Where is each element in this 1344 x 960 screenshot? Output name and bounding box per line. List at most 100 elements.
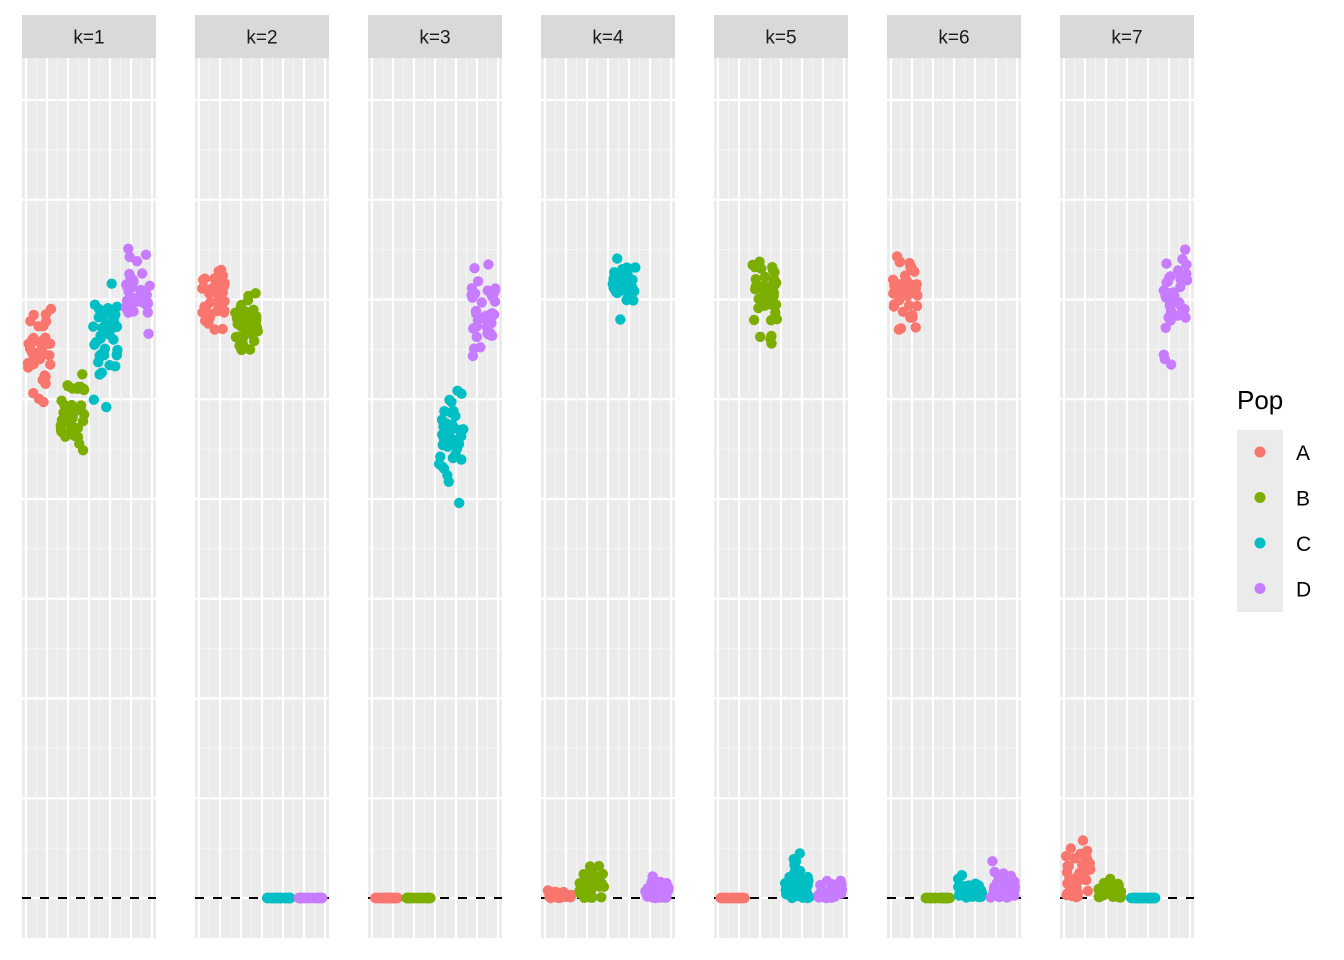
data-point: [72, 422, 83, 434]
data-point: [62, 381, 74, 392]
data-point: [33, 321, 44, 332]
data-point: [444, 394, 455, 406]
legend-label: C: [1296, 533, 1311, 556]
data-point: [1082, 885, 1094, 897]
legend-key: [1254, 446, 1266, 458]
data-point: [801, 873, 812, 885]
data-point: [88, 394, 100, 405]
data-point: [40, 309, 52, 320]
data-point: [422, 892, 433, 904]
data-point: [441, 418, 452, 429]
data-point: [1085, 864, 1096, 875]
data-point: [959, 890, 970, 902]
data-point: [99, 349, 110, 361]
facet-label: k=2: [246, 28, 277, 49]
data-point: [973, 880, 984, 891]
data-point: [144, 280, 155, 291]
data-point: [456, 388, 467, 399]
data-point: [789, 859, 800, 871]
data-point: [906, 287, 917, 298]
data-point: [143, 328, 154, 339]
data-point: [905, 312, 916, 323]
data-point: [440, 427, 451, 438]
legend-title: Pop: [1237, 385, 1283, 415]
data-point: [1009, 881, 1021, 893]
data-point: [88, 321, 99, 332]
data-point: [583, 874, 594, 885]
data-point: [888, 301, 900, 312]
data-point: [771, 314, 783, 325]
data-point: [26, 334, 38, 346]
data-point: [750, 284, 761, 295]
data-point: [1162, 276, 1174, 287]
data-point: [213, 266, 224, 277]
data-point: [819, 888, 830, 900]
data-point: [25, 315, 36, 327]
data-point: [262, 892, 273, 904]
data-point: [211, 305, 223, 317]
data-point: [471, 331, 482, 343]
data-point: [755, 331, 766, 342]
data-point: [897, 306, 909, 317]
data-point: [770, 299, 782, 310]
data-point: [124, 251, 135, 263]
data-point: [768, 277, 779, 289]
data-point: [450, 410, 461, 422]
data-point: [1069, 878, 1081, 889]
data-point: [111, 321, 123, 332]
data-point: [1175, 281, 1186, 293]
data-point: [749, 262, 761, 273]
data-point: [454, 497, 465, 509]
data-point: [1181, 259, 1192, 270]
data-point: [1161, 258, 1172, 269]
data-point: [956, 870, 968, 881]
facet-label: k=3: [419, 28, 450, 49]
data-point: [621, 294, 632, 306]
facet-label: k=6: [938, 28, 969, 49]
facet-label: k=7: [1111, 28, 1142, 49]
data-point: [310, 892, 322, 904]
data-point: [140, 299, 151, 310]
data-point: [104, 360, 115, 371]
data-point: [615, 314, 626, 325]
data-point: [911, 279, 922, 290]
data-point: [472, 276, 484, 287]
data-point: [759, 271, 771, 283]
data-point: [39, 370, 50, 381]
facet-label: k=1: [73, 28, 104, 49]
strip-background: [22, 15, 156, 58]
data-point: [1077, 835, 1089, 846]
data-point: [612, 253, 623, 264]
data-point: [629, 286, 640, 297]
data-point: [38, 396, 49, 408]
data-point: [630, 262, 641, 273]
data-point: [993, 874, 1004, 885]
data-point: [244, 307, 256, 318]
data-point: [1177, 303, 1188, 314]
data-point: [75, 400, 87, 411]
data-point: [467, 292, 478, 303]
data-point: [197, 283, 208, 294]
data-point: [893, 324, 905, 335]
data-point: [1160, 292, 1172, 303]
data-point: [593, 860, 605, 872]
facet-panel: k=2: [195, 15, 329, 938]
data-point: [794, 848, 805, 859]
data-point: [469, 263, 480, 274]
data-point: [140, 249, 152, 260]
data-point: [835, 875, 846, 886]
strip-background: [195, 15, 329, 58]
data-point: [607, 278, 618, 289]
strip-background: [541, 15, 675, 58]
data-point: [106, 278, 117, 289]
data-point: [391, 892, 402, 904]
data-point: [910, 322, 921, 333]
data-point: [45, 359, 56, 370]
legend-label: A: [1296, 442, 1310, 465]
data-point: [250, 288, 261, 299]
data-point: [96, 367, 108, 378]
facet-label: k=5: [765, 28, 796, 49]
data-point: [449, 434, 460, 446]
facet-panel: k=7: [1060, 15, 1194, 938]
data-point: [828, 885, 839, 896]
